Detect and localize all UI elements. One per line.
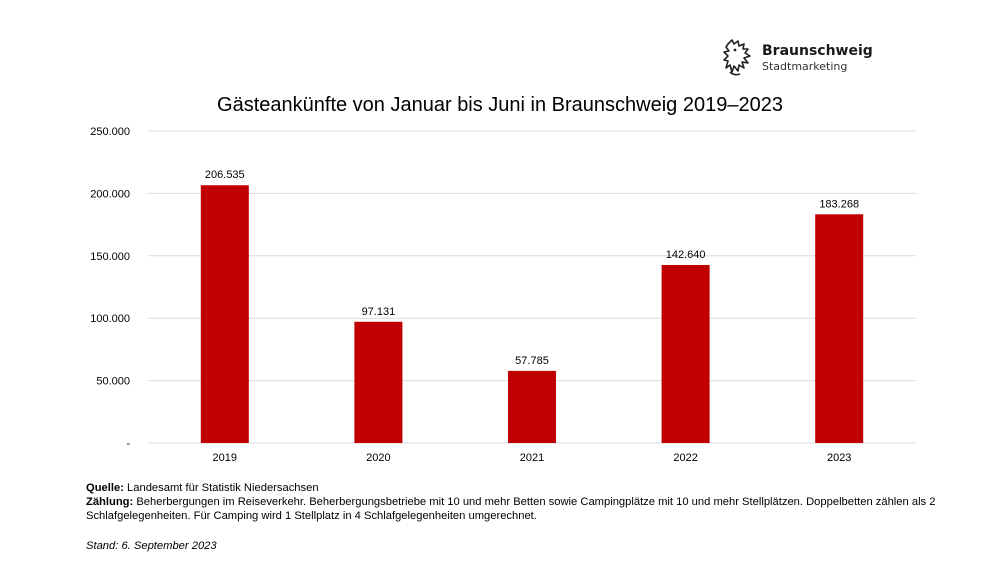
x-tick-label: 2022 <box>673 452 697 464</box>
logo-name: Braunschweig <box>762 42 873 59</box>
data-label: 97.131 <box>362 306 396 318</box>
bar <box>354 321 403 443</box>
x-tick-label: 2023 <box>827 452 851 464</box>
y-tick-label: 100.000 <box>90 313 130 325</box>
source-label: Quelle: <box>86 482 124 494</box>
chart-title: Gästeankünfte von Januar bis Juni in Bra… <box>217 94 783 116</box>
source-note: Quelle: Landesamt für Statistik Niedersa… <box>86 481 966 495</box>
braunschweig-lion-icon <box>723 39 751 76</box>
logo-subtitle: Stadtmarketing <box>762 59 848 73</box>
data-label: 142.640 <box>666 249 706 261</box>
source-text: Landesamt für Statistik Niedersachsen <box>123 482 319 494</box>
logo: Braunschweig Stadtmarketing <box>722 38 873 78</box>
y-tick-label: 250.000 <box>90 126 130 138</box>
count-label: Zählung: <box>86 496 134 508</box>
data-label: 57.785 <box>515 355 549 367</box>
x-tick-label: 2021 <box>520 452 544 464</box>
data-label: 183.268 <box>819 198 859 210</box>
x-tick-label: 2020 <box>366 452 390 464</box>
y-tick-label: 150.000 <box>90 251 130 263</box>
y-tick-label: 200.000 <box>90 188 130 200</box>
count-note: Zählung: Beherbergungen im Reiseverkehr.… <box>86 495 966 523</box>
x-tick-label: 2019 <box>213 452 237 464</box>
y-tick-label: 50.000 <box>96 376 130 388</box>
bar <box>661 264 710 443</box>
bar <box>815 214 864 443</box>
data-label: 206.535 <box>205 169 245 181</box>
chart-notes: Quelle: Landesamt für Statistik Niedersa… <box>86 481 966 523</box>
bar <box>508 370 556 443</box>
bar <box>200 185 249 443</box>
count-text: Beherbergungen im Reiseverkehr. Beherber… <box>86 496 936 522</box>
y-tick-label: - <box>126 438 130 450</box>
stand-date: Stand: 6. September 2023 <box>86 540 217 552</box>
